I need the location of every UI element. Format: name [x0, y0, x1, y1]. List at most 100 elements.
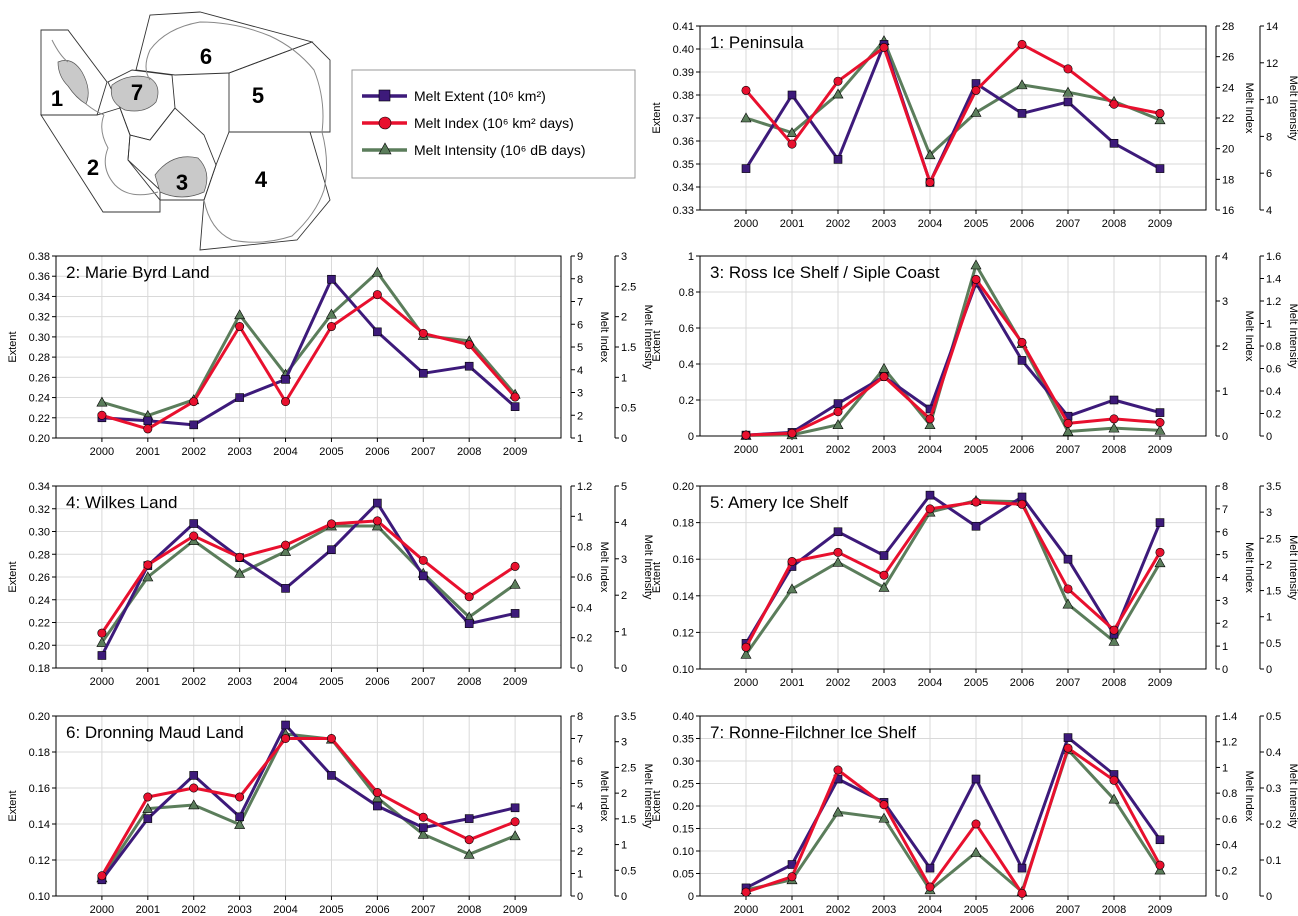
data-point-intensity: [832, 419, 844, 430]
y3tick-label: 0.5: [1266, 711, 1281, 723]
region-label-4: 4: [255, 167, 268, 192]
chart-title: 5: Amery Ice Shelf: [710, 493, 848, 512]
data-point-index: [1109, 625, 1119, 635]
data-point-extent: [510, 609, 520, 618]
left-axis: 0.10 0.12 0.14 0.16 0.18 0.20: [29, 711, 56, 903]
xtick-label: 2002: [826, 677, 850, 689]
y2tick-label: 4: [1222, 251, 1228, 263]
xtick-label: 2004: [273, 904, 297, 916]
xtick-label: 2002: [826, 904, 850, 916]
y2tick-label: 0: [1222, 891, 1228, 903]
data-point-extent: [464, 814, 474, 823]
series-index: [97, 516, 520, 638]
data-point-extent: [327, 274, 336, 284]
y2tick-label: 3: [577, 388, 583, 400]
data-point-extent: [787, 90, 797, 100]
y3tick-label: 2.5: [621, 281, 636, 293]
data-point-index: [1155, 547, 1165, 557]
y2tick-label: 9: [577, 251, 583, 263]
data-point-index: [1017, 337, 1027, 347]
data-point-index: [326, 733, 336, 743]
data-point-index: [879, 800, 889, 810]
y3tick-label: 0.1: [1266, 855, 1281, 867]
data-point-index: [372, 787, 382, 797]
plot-frame: [55, 715, 562, 897]
data-point-index: [833, 76, 843, 86]
chart-panel-1: 0.33 0.34 0.35 0.36 0.37 0.38 0.39 0.40 0.41 Exte…: [651, 21, 1298, 230]
data-point-index: [1155, 108, 1165, 118]
x-axis: 2000 2001 2002 2003 2004 2005 2006 2007 2008 2009: [734, 210, 1172, 230]
y2tick-label: 3: [577, 824, 583, 836]
xtick-label: 2009: [1148, 677, 1172, 689]
y3tick-label: 10: [1266, 95, 1278, 107]
data-point-extent: [97, 651, 107, 660]
y2tick-label: 0.8: [1222, 788, 1237, 800]
ytick-label: 0.12: [673, 627, 694, 639]
ronne-filchner-shelf: [110, 75, 159, 112]
y3tick-label: 0.4: [1266, 747, 1281, 759]
data-point-intensity: [832, 806, 844, 817]
y2tick-label: 16: [1222, 205, 1234, 217]
data-point-index: [1109, 414, 1119, 424]
ytick-label: 0.33: [673, 205, 694, 217]
xtick-label: 2002: [826, 218, 850, 230]
y2tick-label: 7: [577, 734, 583, 746]
data-point-intensity: [970, 259, 982, 270]
data-point-extent: [1155, 835, 1165, 845]
y3tick-label: 2: [621, 788, 627, 800]
coastline: [51, 21, 328, 243]
xtick-label: 2006: [365, 676, 389, 688]
data-point-extent: [189, 420, 199, 430]
data-point-index: [741, 887, 751, 897]
data-point-extent: [833, 155, 843, 164]
y2tick-label: 0.8: [577, 542, 592, 554]
melt-intensity-axis: 0 0.1 0.2 0.3 0.4 0.5 Melt Intensity: [1259, 711, 1298, 903]
series-line-index: [100, 737, 516, 877]
y3tick-label: 1.5: [621, 814, 636, 826]
data-point-extent: [1109, 395, 1119, 405]
data-point-index: [464, 835, 474, 845]
xtick-label: 2005: [319, 446, 343, 458]
xtick-label: 2005: [964, 904, 988, 916]
y3tick-label: 0.4: [1266, 386, 1281, 398]
y2tick-label: 4: [577, 365, 583, 377]
melt-index-axis: 0 1 2 3 4 Melt Index: [1215, 251, 1255, 443]
legend-label-extent: Melt Extent (10⁶ km²): [414, 88, 546, 104]
xtick-label: 2009: [1148, 218, 1172, 230]
data-point-extent: [833, 399, 843, 408]
y3tick-label: 0.2: [1266, 819, 1281, 831]
xtick-label: 2007: [411, 446, 435, 458]
y3tick-label: 3: [1266, 507, 1272, 519]
y3tick-label: 6: [1266, 168, 1272, 180]
y3tick-label: 3.5: [621, 711, 636, 723]
chart-panel-2: 0.20 0.22 0.24 0.26 0.28 0.30 0.32 0.34 0.36 0.38…: [7, 251, 654, 458]
y2tick-label: 5: [577, 342, 583, 354]
data-point-extent: [510, 803, 520, 813]
y2-axis-label: Melt Index: [1243, 311, 1255, 362]
ytick-label: 0.14: [29, 819, 50, 831]
data-point-index: [143, 560, 153, 570]
data-point-intensity: [188, 799, 200, 810]
data-point-extent: [281, 375, 290, 384]
y3tick-label: 14: [1266, 21, 1278, 33]
xtick-label: 2003: [227, 446, 251, 458]
y2tick-label: 4: [577, 801, 583, 813]
y2tick-label: 1: [1222, 762, 1228, 774]
data-point-index: [971, 85, 981, 95]
data-point-index: [1109, 775, 1119, 785]
chart-title: 4: Wilkes Land: [66, 493, 178, 512]
y-axis-label: Extent: [651, 790, 663, 821]
data-point-intensity: [234, 818, 246, 829]
x-axis: 2000 2001 2002 2003 2004 2005 2006 2007 2008 2009: [734, 896, 1172, 916]
melt-index-axis: 0 0.2 0.4 0.6 0.8 1 1.2 Melt Index: [570, 481, 610, 675]
y2tick-label: 0.6: [1222, 814, 1237, 826]
data-point-index: [97, 628, 107, 638]
y2tick-label: 0: [1222, 431, 1228, 443]
data-point-extent: [971, 521, 981, 531]
data-point-intensity: [234, 567, 246, 578]
data-point-intensity: [1108, 635, 1120, 646]
y-axis-label: Extent: [7, 561, 19, 592]
data-point-index: [1155, 860, 1165, 870]
ytick-label: 0.30: [29, 332, 50, 344]
